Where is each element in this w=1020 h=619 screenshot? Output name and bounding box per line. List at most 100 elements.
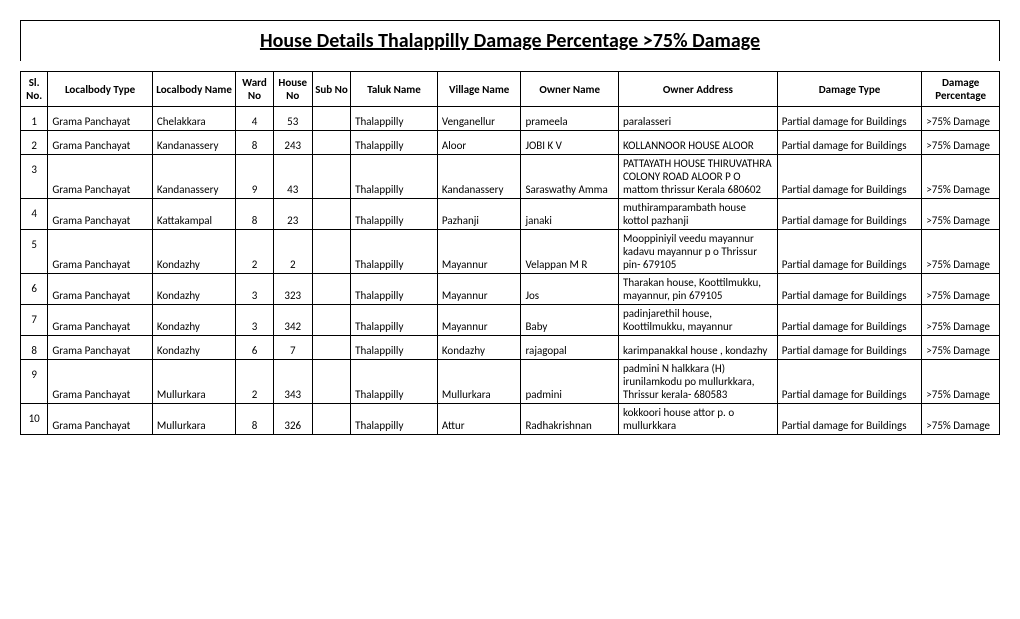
cell: Partial damage for Buildings (777, 230, 922, 274)
cell (312, 360, 350, 404)
cell: Thalappilly (351, 360, 438, 404)
cell: Thalappilly (351, 230, 438, 274)
cell: Attur (437, 404, 521, 435)
cell: 8 (236, 404, 273, 435)
cell: karimpanakkal house , kondazhy (618, 336, 777, 360)
cell: 5 (21, 230, 48, 274)
cell: 6 (236, 336, 273, 360)
cell: >75% Damage (922, 336, 1000, 360)
cell: Saraswathy Amma (521, 155, 619, 199)
table-row: 5Grama PanchayatKondazhy22ThalappillyMay… (21, 230, 1000, 274)
cell: Grama Panchayat (48, 360, 153, 404)
cell: JOBI K V (521, 131, 619, 155)
cell: 243 (273, 131, 312, 155)
cell: Thalappilly (351, 131, 438, 155)
cell (312, 305, 350, 336)
cell: Partial damage for Buildings (777, 155, 922, 199)
cell: 7 (273, 336, 312, 360)
cell: 7 (21, 305, 48, 336)
cell: 3 (236, 305, 273, 336)
cell: Partial damage for Buildings (777, 131, 922, 155)
cell: 3 (236, 274, 273, 305)
cell: Grama Panchayat (48, 305, 153, 336)
cell: KOLLANNOOR HOUSE ALOOR (618, 131, 777, 155)
cell: Jos (521, 274, 619, 305)
cell: >75% Damage (922, 107, 1000, 131)
cell: Thalappilly (351, 274, 438, 305)
cell: Grama Panchayat (48, 336, 153, 360)
cell: Mayannur (437, 305, 521, 336)
cell (312, 107, 350, 131)
cell (312, 131, 350, 155)
page-title: House Details Thalappilly Damage Percent… (20, 20, 1000, 61)
cell (312, 404, 350, 435)
cell: PATTAYATH HOUSE THIRUVATHRA COLONY ROAD … (618, 155, 777, 199)
cell: 2 (236, 230, 273, 274)
cell (312, 274, 350, 305)
col-houseno: House No (273, 72, 312, 107)
cell: 53 (273, 107, 312, 131)
cell: muthiramparambath house kottol pazhanji (618, 199, 777, 230)
table-row: 2Grama PanchayatKandanassery8243Thalappi… (21, 131, 1000, 155)
cell: Partial damage for Buildings (777, 274, 922, 305)
cell: kokkoori house attor p. o mullurkkara (618, 404, 777, 435)
col-wardno: Ward No (236, 72, 273, 107)
cell: 6 (21, 274, 48, 305)
cell: Kandanassery (152, 155, 236, 199)
cell: 1 (21, 107, 48, 131)
table-row: 9Grama PanchayatMullurkara2343Thalappill… (21, 360, 1000, 404)
col-owner: Owner Name (521, 72, 619, 107)
cell: 3 (21, 155, 48, 199)
cell: Pazhanji (437, 199, 521, 230)
table-row: 6Grama PanchayatKondazhy3323 ThalappillyM… (21, 274, 1000, 305)
cell: Mayannur (437, 230, 521, 274)
cell: 323 (273, 274, 312, 305)
cell (312, 336, 350, 360)
cell: >75% Damage (922, 360, 1000, 404)
cell: >75% Damage (922, 404, 1000, 435)
cell: Kondazhy (152, 336, 236, 360)
cell: Kattakampal (152, 199, 236, 230)
cell: Aloor (437, 131, 521, 155)
cell: Grama Panchayat (48, 404, 153, 435)
cell: rajagopal (521, 336, 619, 360)
cell: Chelakkara (152, 107, 236, 131)
col-dpct: Damage Percentage (922, 72, 1000, 107)
cell: padmini (521, 360, 619, 404)
cell: 326 (273, 404, 312, 435)
document-container: House Details Thalappilly Damage Percent… (20, 20, 1000, 435)
cell: Kondazhy (152, 274, 236, 305)
table-row: 1Grama PanchayatChelakkara453 Thalappilly… (21, 107, 1000, 131)
cell: Grama Panchayat (48, 107, 153, 131)
damage-table: Sl. No. Localbody Type Localbody Name Wa… (20, 71, 1000, 435)
cell: Venganellur (437, 107, 521, 131)
cell: Mayannur (437, 274, 521, 305)
cell: Grama Panchayat (48, 274, 153, 305)
cell: 342 (273, 305, 312, 336)
cell: Grama Panchayat (48, 155, 153, 199)
cell: 9 (236, 155, 273, 199)
cell: 2 (273, 230, 312, 274)
col-village: Village Name (437, 72, 521, 107)
cell: 4 (21, 199, 48, 230)
cell: 8 (236, 199, 273, 230)
cell: Mooppiniyil veedu mayannur kadavu mayann… (618, 230, 777, 274)
col-slno: Sl. No. (21, 72, 48, 107)
cell: Mullurkara (152, 404, 236, 435)
col-lbname: Localbody Name (152, 72, 236, 107)
cell: 9 (21, 360, 48, 404)
cell: Mullurkara (437, 360, 521, 404)
col-lbtype: Localbody Type (48, 72, 153, 107)
cell: 4 (236, 107, 273, 131)
col-subno: Sub No (312, 72, 350, 107)
cell (312, 155, 350, 199)
table-row: 7Grama PanchayatKondazhy3342ThalappillyM… (21, 305, 1000, 336)
col-taluk: Taluk Name (351, 72, 438, 107)
cell: paralasseri (618, 107, 777, 131)
table-row: 10Grama PanchayatMullurkara8326Thalappil… (21, 404, 1000, 435)
cell: Thalappilly (351, 107, 438, 131)
cell: Partial damage for Buildings (777, 404, 922, 435)
cell: 8 (21, 336, 48, 360)
cell: Grama Panchayat (48, 199, 153, 230)
table-row: 4Grama PanchayatKattakampal823Thalappill… (21, 199, 1000, 230)
